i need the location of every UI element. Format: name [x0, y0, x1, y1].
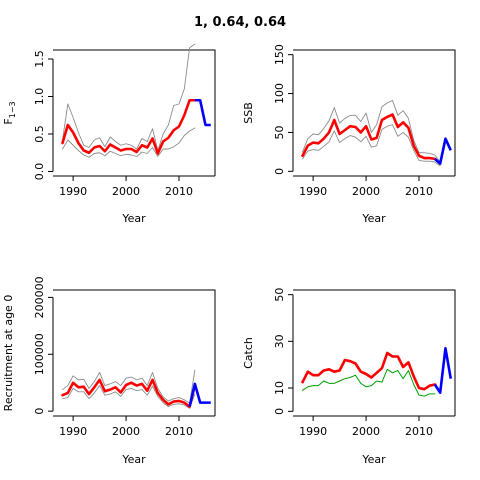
series-line-estimate	[301, 113, 442, 165]
plot-frame	[53, 49, 216, 176]
y-axis-label: SSB	[242, 102, 255, 124]
y-tick-label: 0.0	[33, 163, 46, 181]
y-tick-label: 10	[273, 381, 286, 395]
x-axis-label: Year	[361, 212, 386, 225]
y-axis-label-text: SSB	[242, 102, 255, 124]
y-tick-label: 100	[273, 83, 286, 104]
y-tick-label: 1.0	[33, 88, 46, 106]
y-tick-label: 0	[33, 408, 46, 415]
x-tick-label: 1990	[59, 425, 87, 438]
y-tick-label: 0	[273, 408, 286, 415]
series-line-projection	[434, 137, 452, 165]
y-axis-label: Recruitment at age 0	[2, 295, 15, 412]
x-tick-label: 2000	[112, 185, 140, 198]
panel-top-right: 1990 2000 2010 0 50 100 150 Year SSB	[242, 44, 456, 225]
y-axis-label: F1−3	[2, 101, 17, 124]
x-tick-label: 1990	[299, 185, 327, 198]
y-axis-label: Catch	[242, 337, 255, 369]
panels: 1990 2000 2010 0.0 0.5 1.0 1.5 Year F1−3 1990 2000…	[2, 43, 456, 466]
y-tick-label: 0	[273, 168, 286, 175]
series-line-upper	[62, 43, 196, 151]
series-line-lower	[302, 124, 441, 167]
plot-frame	[293, 49, 456, 176]
y-axis-label-subscript: 1−3	[8, 101, 17, 118]
series-line-upper	[302, 100, 441, 163]
series-line-projection	[188, 382, 211, 407]
plot-frame	[53, 289, 216, 416]
x-tick-label: 2010	[405, 425, 433, 438]
y-tick-label: 100000	[33, 333, 46, 375]
series-line-estimate	[301, 351, 437, 391]
series-line-observed	[302, 368, 436, 397]
x-axis-label: Year	[121, 212, 146, 225]
y-axis-label-text: Recruitment at age 0	[2, 295, 15, 412]
series-line-lower	[62, 127, 196, 158]
series-line-projection	[433, 347, 453, 394]
panel-top-left: 1990 2000 2010 0.0 0.5 1.0 1.5 Year F1−3	[2, 43, 216, 225]
x-tick-label: 2010	[165, 425, 193, 438]
y-tick-label: 30	[273, 334, 286, 348]
x-tick-label: 1990	[299, 425, 327, 438]
x-axis-label: Year	[361, 453, 386, 466]
series-line-estimate	[61, 98, 197, 155]
panel-bottom-right: 1990 2000 2010 0 10 30 50 Year Catch	[242, 288, 456, 466]
series-line-lower	[62, 385, 196, 409]
y-tick-label: 50	[273, 288, 286, 302]
y-tick-label: 1.5	[33, 50, 46, 68]
figure-title: 1, 0.64, 0.64	[194, 15, 286, 30]
y-axis-label-text: Catch	[242, 337, 255, 369]
y-tick-label: 0.5	[33, 125, 46, 143]
x-tick-label: 1990	[59, 185, 87, 198]
x-tick-label: 2010	[165, 185, 193, 198]
x-tick-label: 2000	[352, 425, 380, 438]
y-tick-label: 200000	[33, 276, 46, 318]
series-line-projection	[194, 98, 211, 127]
series-line-upper	[62, 369, 196, 404]
x-tick-label: 2000	[352, 185, 380, 198]
y-tick-label: 50	[273, 125, 286, 139]
x-tick-label: 2010	[405, 185, 433, 198]
series-line-estimate	[61, 378, 197, 408]
y-axis-label-text: F	[2, 118, 15, 124]
x-axis-label: Year	[121, 453, 146, 466]
x-tick-label: 2000	[112, 425, 140, 438]
plot-frame	[293, 289, 456, 416]
panel-bottom-left: 1990 2000 2010 0 100000 200000 Year Recruitment…	[2, 276, 216, 466]
y-tick-label: 150	[273, 44, 286, 65]
